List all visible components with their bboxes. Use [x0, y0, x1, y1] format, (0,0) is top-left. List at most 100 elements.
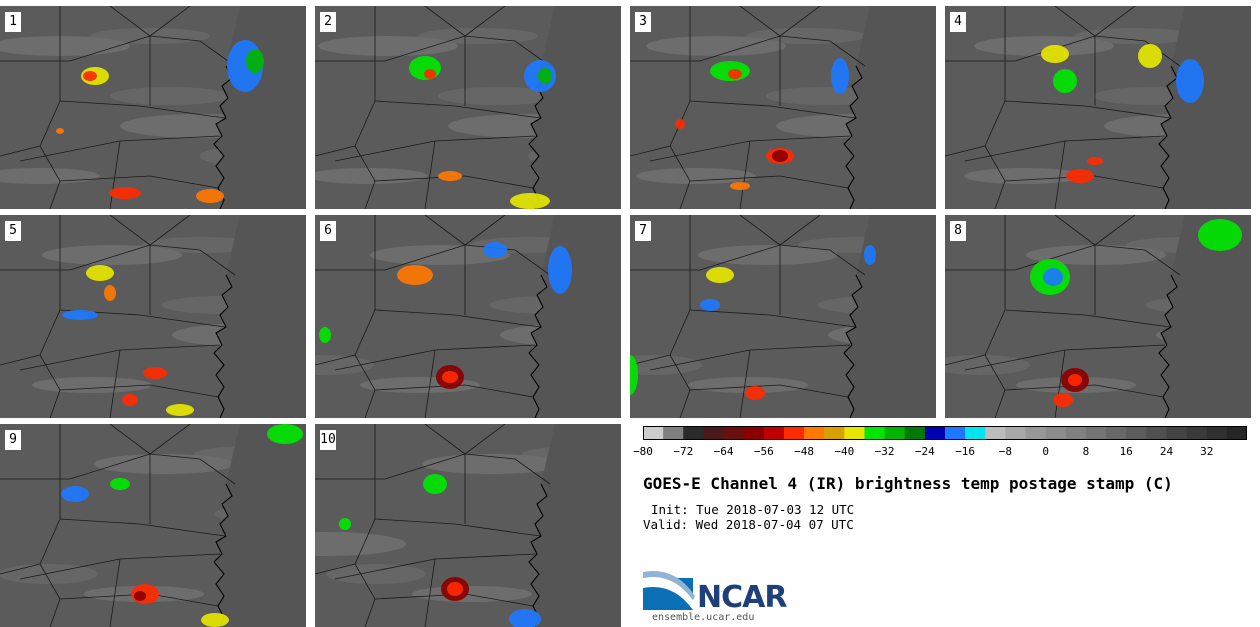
colorbar-swatch [844, 426, 865, 440]
convection-cell [675, 119, 685, 129]
colorbar-swatch [783, 426, 805, 440]
panel-number: 1 [5, 12, 21, 32]
state-boundary [984, 354, 1006, 418]
convection-cell [1087, 157, 1103, 165]
colorbar-swatch [924, 426, 946, 440]
coastline [213, 65, 233, 209]
forecast-panel-1: 1 [0, 6, 306, 209]
state-boundary [424, 140, 436, 209]
state-boundary [739, 215, 781, 315]
convection-cell [1053, 393, 1073, 407]
colorbar-tick-label: −80 [633, 445, 653, 458]
colorbar-swatch [643, 426, 664, 440]
cloud-streak [1074, 28, 1194, 44]
convection-cell [706, 267, 734, 283]
state-boundary [1004, 309, 1172, 328]
state-boundary [39, 354, 61, 418]
state-boundary [109, 140, 121, 209]
cloud-streak [318, 36, 458, 56]
convection-cell [438, 171, 462, 181]
panel-number: 8 [950, 221, 966, 241]
convection-cell [62, 310, 98, 320]
convection-cell [1053, 69, 1077, 93]
coastline [213, 483, 233, 627]
ocean-area [1159, 6, 1251, 209]
cloud-streak [630, 355, 702, 375]
state-boundary [424, 215, 466, 315]
convection-cell [548, 246, 572, 294]
panel-number: 10 [320, 430, 336, 450]
convection-cell [122, 394, 138, 406]
cloud-streak [1026, 245, 1166, 265]
state-boundary [779, 215, 821, 246]
state-boundary [1004, 175, 1164, 189]
state-boundary [59, 518, 227, 537]
colorbar-swatch [1005, 426, 1027, 440]
ocean-area [844, 6, 936, 209]
state-boundary [59, 309, 227, 328]
convection-cell [86, 265, 114, 281]
state-boundary [315, 6, 376, 157]
colorbar-tick-label: −8 [998, 445, 1013, 458]
ensemble-url: ensemble.ucar.edu [652, 612, 755, 623]
convection-cell [110, 478, 130, 490]
state-boundary [424, 424, 466, 524]
state-boundary [669, 145, 691, 209]
convection-cell [143, 367, 167, 379]
ocean-area [214, 6, 306, 209]
colorbar-swatch [1025, 426, 1047, 440]
colorbar-tick-label: 32 [1200, 445, 1214, 458]
plot-title: GOES-E Channel 4 (IR) brightness temp po… [643, 474, 1173, 493]
convection-cell [772, 150, 788, 162]
colorbar-tick-label: −72 [673, 445, 694, 458]
convection-cell [1068, 374, 1082, 386]
convection-cell [630, 355, 638, 395]
state-boundary [374, 309, 542, 328]
forecast-panel-3: 3 [630, 6, 936, 209]
state-boundary [464, 424, 506, 455]
cloud-streak [370, 245, 510, 265]
ncar-logo-icon [643, 571, 695, 610]
state-boundary [630, 215, 691, 366]
cloud-streak [0, 564, 98, 584]
state-boundary [59, 175, 219, 189]
state-boundary [354, 563, 376, 627]
colorbar-swatch [743, 426, 765, 440]
convection-cell [1198, 219, 1242, 251]
cloud-streak [32, 377, 152, 393]
state-boundary [374, 518, 542, 537]
state-boundary [109, 349, 121, 418]
state-boundary [59, 384, 219, 398]
convection-cell [423, 474, 447, 494]
convection-cell [196, 189, 224, 203]
satellite-map [945, 6, 1251, 209]
coastline [1158, 65, 1178, 209]
convection-cell [201, 613, 229, 627]
forecast-panel-8: 8 [945, 215, 1251, 418]
colorbar-tick-label: −24 [914, 445, 935, 458]
state-boundary [1004, 100, 1172, 119]
state-boundary [109, 424, 151, 524]
valid-time: Valid: Wed 2018-07-04 07 UTC [643, 517, 854, 532]
state-boundary [945, 6, 1006, 157]
convection-cell [109, 187, 141, 199]
cloud-streak [688, 377, 808, 393]
forecast-panel-4: 4 [945, 6, 1251, 209]
panel-number: 5 [5, 221, 21, 241]
state-boundary [689, 309, 857, 328]
ocean-area [529, 424, 621, 627]
colorbar-swatch [884, 426, 906, 440]
colorbar-swatch [663, 426, 684, 440]
colorbar-tick-label: 24 [1159, 445, 1174, 458]
convection-cell [319, 327, 331, 343]
coastline [528, 274, 548, 418]
cloud-streak [636, 168, 756, 184]
colorbar-tick-label: −48 [794, 445, 814, 458]
ocean-area [214, 215, 306, 418]
panel-number: 3 [635, 12, 651, 32]
convection-cell [166, 404, 194, 416]
state-boundary [739, 140, 751, 209]
state-boundary [354, 145, 376, 209]
state-boundary [424, 349, 436, 418]
ocean-area [1159, 215, 1251, 418]
